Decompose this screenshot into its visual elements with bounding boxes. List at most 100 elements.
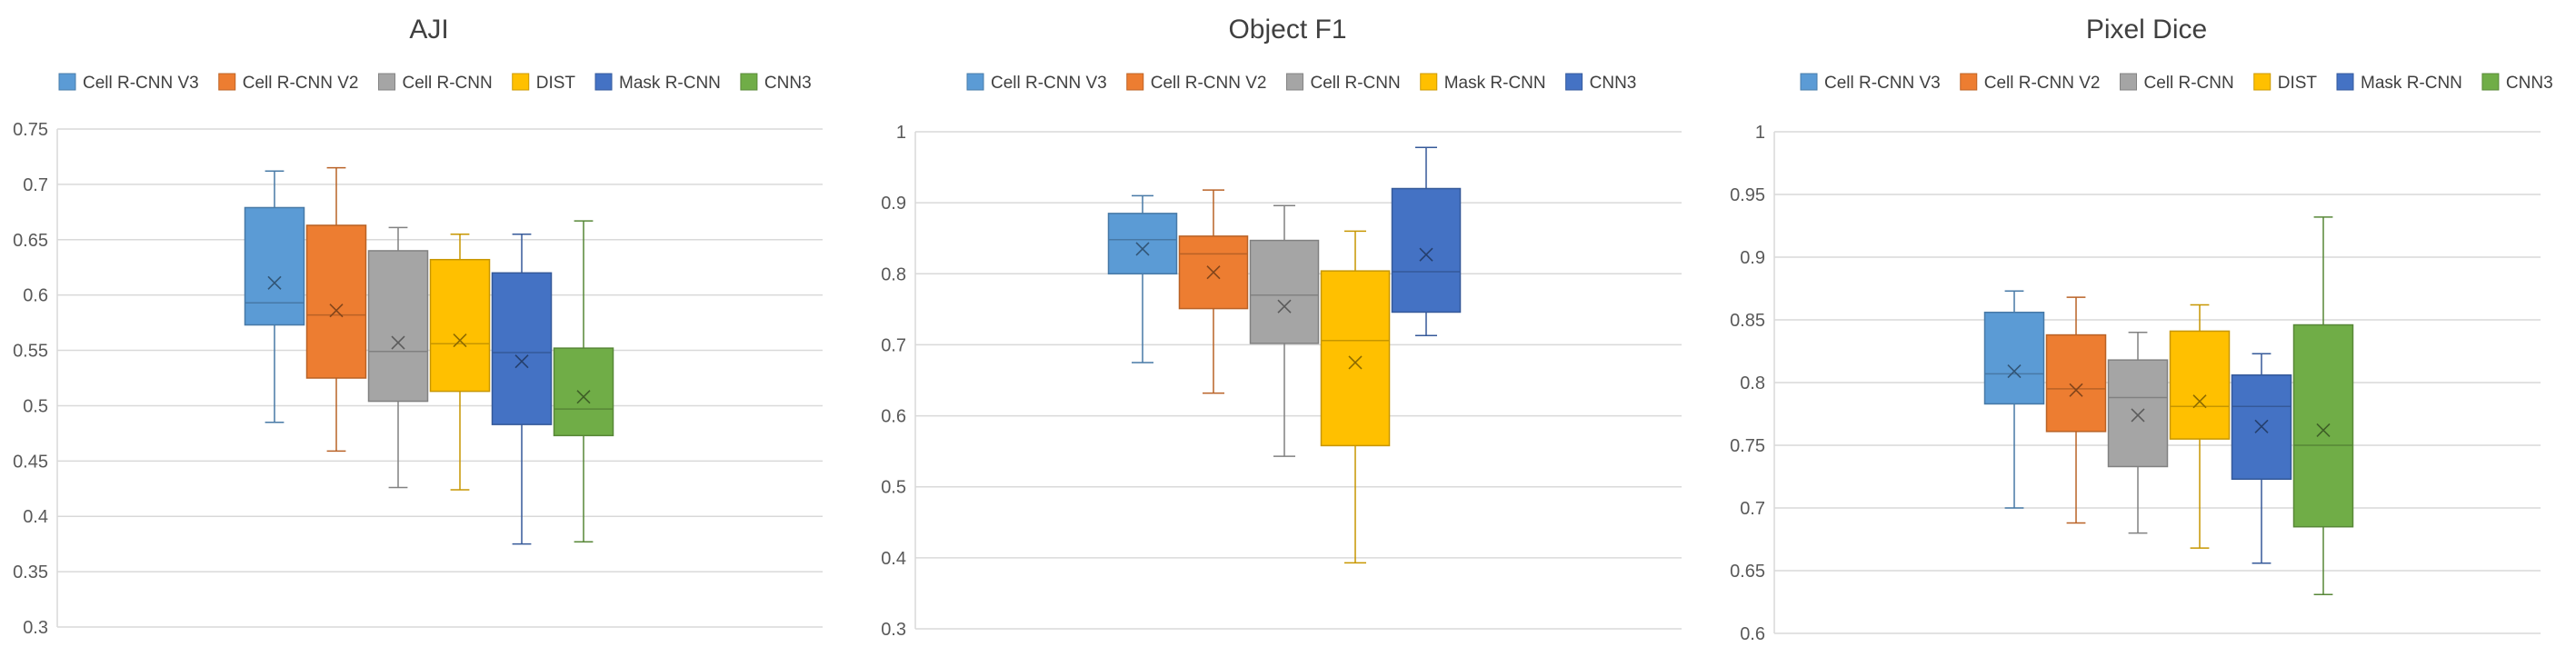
y-tick-label: 0.5: [881, 478, 906, 498]
mean-marker: [2192, 394, 2207, 409]
box-cell-r-cnn: [2107, 332, 2169, 534]
box-iqr: [367, 250, 429, 403]
y-tick-label: 1: [1755, 123, 1765, 143]
legend-swatch-cnn3: [2481, 73, 2500, 91]
legend-label-cell-r-cnn-v3: Cell R-CNN V3: [1824, 74, 1941, 93]
mean-marker: [267, 275, 282, 290]
aji-svg: AJI Cell R-CNN V3 Cell R-CNN V2 Cell R-CNN D…: [13, 15, 823, 638]
legend-label-cell-r-cnn-v3: Cell R-CNN V3: [83, 74, 199, 93]
y-tick-label: 0.4: [881, 549, 906, 569]
y-tick-label: 0.45: [13, 452, 48, 472]
chart-title: Object F1: [1228, 15, 1346, 45]
legend-label-cell-r-cnn-v3: Cell R-CNN V3: [991, 74, 1107, 93]
mean-marker: [1419, 247, 1433, 262]
box-iqr: [1249, 239, 1320, 344]
mean-marker: [2316, 423, 2331, 438]
box-cell-r-cnn: [1249, 204, 1320, 457]
mean-marker: [2254, 419, 2269, 433]
mean-marker: [329, 304, 344, 318]
legend-swatch-cell-r-cnn-v2: [1126, 73, 1144, 91]
legend-label-dist: DIST: [536, 74, 576, 93]
box-iqr: [1107, 213, 1178, 275]
box-dist: [429, 233, 491, 491]
box-cell-r-cnn-v2: [305, 166, 367, 453]
object-f1-chart: Object F1 Cell R-CNN V3 Cell R-CNN V2 Cell …: [858, 0, 1717, 657]
box-iqr: [2045, 333, 2107, 433]
box-cell-r-cnn-v2: [1178, 189, 1249, 394]
y-tick-label: 0.3: [881, 620, 906, 640]
legend-swatch-cell-r-cnn-v3: [1800, 73, 1818, 91]
legend-swatch-cnn3: [740, 73, 758, 91]
gridlines: [1774, 131, 2541, 634]
legend-swatch-mask-r-cnn: [1420, 73, 1438, 91]
y-tick-label: 0.3: [23, 618, 48, 638]
aji-chart: AJI Cell R-CNN V3 Cell R-CNN V2 Cell R-CNN D…: [0, 0, 858, 657]
legend-swatch-cell-r-cnn-v3: [58, 73, 76, 91]
legend-swatch-cell-r-cnn-v3: [966, 73, 984, 91]
y-tick-label: 0.9: [1740, 248, 1765, 268]
mean-marker: [391, 335, 405, 350]
y-tick-label: 0.6: [23, 286, 48, 306]
y-tick-label: 0.65: [13, 231, 48, 251]
mean-marker: [2131, 408, 2145, 423]
mean-marker: [2007, 364, 2022, 379]
legend-swatch-cell-r-cnn-v2: [218, 73, 236, 91]
mean-marker: [453, 333, 467, 348]
legend-label-dist: DIST: [2278, 74, 2318, 93]
legend-label-mask-r-cnn: Mask R-CNN: [619, 74, 721, 93]
legend: Cell R-CNN V3 Cell R-CNN V2 Cell R-CNN DIST…: [1800, 73, 2553, 93]
mean-marker: [576, 390, 591, 404]
box-iqr: [305, 224, 367, 379]
box-iqr: [553, 347, 614, 437]
legend: Cell R-CNN V3 Cell R-CNN V2 Cell R-CNN Mask…: [966, 73, 1636, 93]
y-tick-label: 1: [896, 123, 906, 143]
legend-swatch-cell-r-cnn: [1286, 73, 1303, 91]
legend-swatch-cnn3: [1565, 73, 1583, 91]
legend-label-mask-r-cnn: Mask R-CNN: [1444, 74, 1546, 93]
chart-title: Pixel Dice: [2086, 15, 2207, 45]
y-tick-label: 0.8: [1740, 373, 1765, 393]
box-dist: [2169, 304, 2231, 549]
legend-label-cell-r-cnn: Cell R-CNN: [2144, 74, 2234, 93]
box-cell-r-cnn: [367, 226, 429, 489]
box-cell-r-cnn-v3: [1107, 194, 1178, 363]
box-cnn3: [1391, 146, 1462, 337]
y-tick-label: 0.85: [1730, 311, 1765, 331]
y-tick-label: 0.75: [1730, 436, 1765, 456]
box-cell-r-cnn-v3: [244, 170, 305, 423]
box-iqr: [244, 206, 305, 326]
legend: Cell R-CNN V3 Cell R-CNN V2 Cell R-CNN DIST…: [58, 73, 812, 93]
y-tick-label: 0.55: [13, 342, 48, 362]
y-tick-label: 0.7: [1740, 499, 1765, 519]
box-cell-r-cnn-v3: [1983, 290, 2045, 509]
legend-swatch-dist: [512, 73, 530, 91]
box-iqr: [2292, 324, 2354, 528]
box-cnn3: [553, 220, 614, 543]
y-tick-label: 0.65: [1730, 562, 1765, 582]
y-tick-label: 0.7: [881, 335, 906, 355]
box-mask-r-cnn: [1320, 230, 1391, 564]
box-iqr: [429, 258, 491, 393]
legend-label-cnn3: CNN3: [764, 74, 812, 93]
legend-label-cell-r-cnn-v2: Cell R-CNN V2: [243, 74, 359, 93]
box-iqr: [2107, 359, 2169, 468]
legend-label-cell-r-cnn-v2: Cell R-CNN V2: [1151, 74, 1267, 93]
box-iqr: [1320, 270, 1391, 447]
pixel-dice-chart: Pixel Dice Cell R-CNN V3 Cell R-CNN V2 Cell…: [1717, 0, 2576, 657]
box-cell-r-cnn-v2: [2045, 296, 2107, 524]
legend-swatch-mask-r-cnn: [594, 73, 613, 91]
y-tick-label: 0.5: [23, 396, 48, 416]
y-tick-label: 0.75: [13, 120, 48, 140]
y-tick-label: 0.6: [881, 407, 906, 427]
box-cnn3: [2292, 216, 2354, 595]
legend-swatch-cell-r-cnn: [378, 73, 395, 91]
y-tick-label: 0.95: [1730, 185, 1765, 205]
y-tick-label: 0.6: [1740, 624, 1765, 644]
mean-marker: [2069, 383, 2083, 397]
legend-swatch-cell-r-cnn-v2: [1960, 73, 1978, 91]
legend-label-cell-r-cnn: Cell R-CNN: [403, 74, 493, 93]
y-tick-label: 0.35: [13, 562, 48, 582]
legend-swatch-cell-r-cnn: [2120, 73, 2137, 91]
